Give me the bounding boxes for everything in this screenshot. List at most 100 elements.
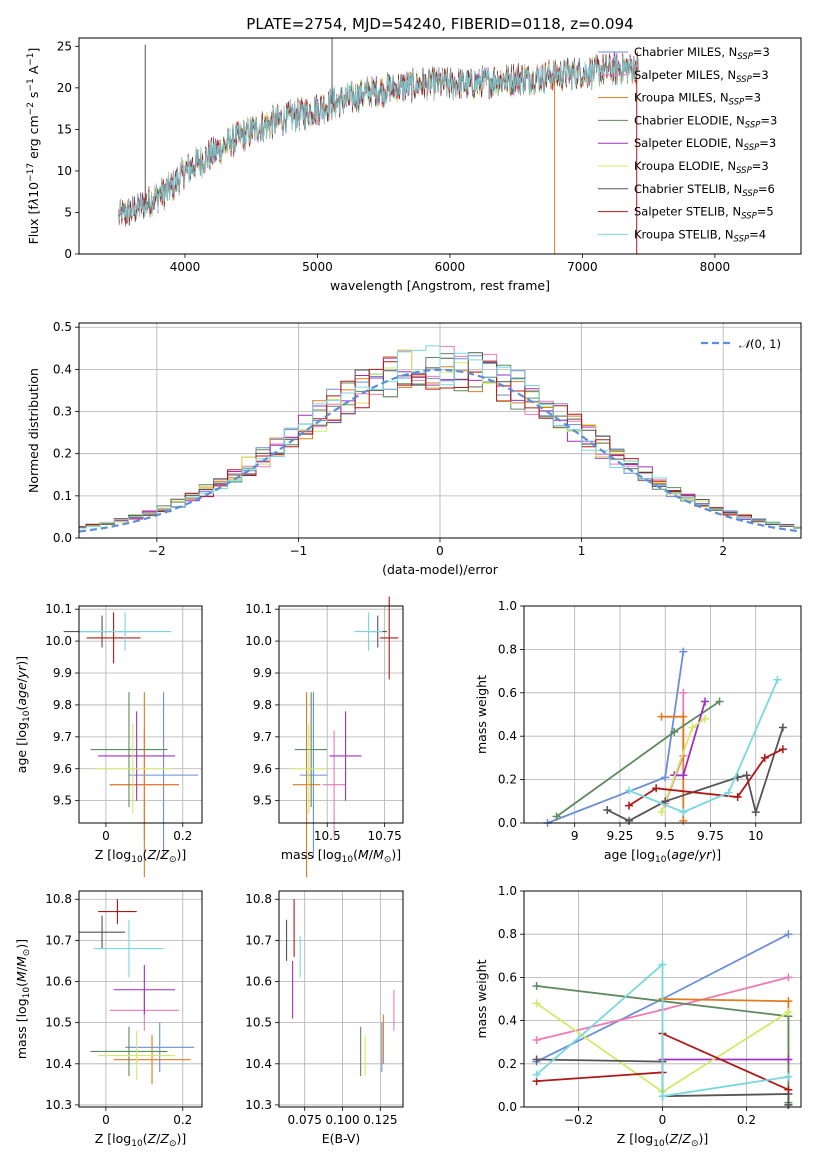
- errorbar-kroupa-elodie: [98, 1030, 176, 1081]
- errorbar-chabrier-miles: [125, 1022, 195, 1073]
- x-tick-label: 0: [436, 544, 444, 558]
- data-point: [679, 816, 688, 825]
- y-axis-label: mass weight: [474, 959, 489, 1038]
- y-tick-label: 9.6: [253, 762, 272, 776]
- errorbar-chabrier-elodie: [90, 1026, 168, 1077]
- y-tick-label: 10.8: [45, 892, 72, 906]
- data-point: [532, 1036, 541, 1045]
- legend-label-kroupa-elodie: Kroupa ELODIE, NSSP=3: [634, 159, 769, 176]
- histogram-kroupa-stelib: [79, 345, 801, 529]
- series-salpeter-stelib: [625, 745, 787, 810]
- y-tick-label: 10: [57, 164, 72, 178]
- y-tick-label: 9.7: [53, 730, 72, 744]
- x-tick-label: 9.25: [607, 829, 634, 843]
- data-point: [773, 675, 782, 684]
- x-tick-label: −1: [290, 544, 308, 558]
- data-point: [657, 808, 666, 817]
- y-tick-label: 9.5: [253, 794, 272, 808]
- y-tick-label: 5: [64, 205, 72, 219]
- data-point: [715, 697, 724, 706]
- errorbar-kroupa-elodie: [94, 724, 172, 814]
- y-axis-label: mass [log10(M/M⊙)]: [14, 939, 32, 1059]
- errorbars: [286, 899, 395, 1077]
- data-point: [670, 727, 679, 736]
- errorbar-chabrier-elodie: [90, 692, 168, 808]
- y-tick-label: 25: [57, 39, 72, 53]
- data-point: [778, 745, 787, 754]
- panel-mass_vs_Z: 0 0.2 10.3 10.4 10.5 10.6 10.7 10.8 Z [log10(Z/Z…: [14, 890, 203, 1149]
- y-tick-label: 10.6: [45, 975, 72, 989]
- data-point: [552, 812, 561, 821]
- data-point: [742, 771, 751, 780]
- y-tick-label: 10.1: [45, 602, 72, 616]
- y-axis-label: Normed distribution: [26, 368, 41, 493]
- data-point: [724, 788, 733, 797]
- x-tick-label: 9.75: [697, 829, 724, 843]
- data-point: [778, 723, 787, 732]
- legend-label-chabrier-elodie: Chabrier ELODIE, NSSP=3: [634, 113, 777, 130]
- panel-mass_vs_ebv: 0.075 0.100 0.125 10.3 10.4 10.5 10.6 10.7 10.8 E…: [245, 890, 404, 1146]
- series-line: [547, 651, 685, 824]
- x-tick-label: 7000: [567, 260, 598, 274]
- x-axis-label: Z [log10(Z/Z⊙)]: [95, 1131, 187, 1149]
- axes-frame: [523, 605, 802, 824]
- y-tick-label: 10.0: [245, 634, 272, 648]
- y-tick-label: 10.8: [245, 892, 272, 906]
- y-tick-label: 10.0: [45, 634, 72, 648]
- data-point: [784, 973, 793, 982]
- x-tick-label: 1: [578, 544, 586, 558]
- series-kroupa-stelib: [625, 675, 782, 817]
- data-point: [784, 1007, 793, 1016]
- series-chabrier-elodie: [552, 697, 724, 821]
- data-point: [658, 1092, 667, 1101]
- y-tick-label: 20: [57, 81, 72, 95]
- data-point: [751, 808, 760, 817]
- figure-title: PLATE=2754, MJD=54240, FIBERID=0118, z=0…: [246, 15, 633, 33]
- axes-frame: [523, 890, 802, 1108]
- series-kroupa-stelib: [532, 960, 793, 1101]
- data-point: [532, 982, 541, 991]
- weight-lines: [543, 647, 787, 827]
- y-tick-label: 0.6: [498, 686, 517, 700]
- errorbar-salpeter-elodie: [329, 711, 362, 801]
- y-tick-label: 0.3: [53, 405, 72, 419]
- y-tick-label: 10.4: [245, 1057, 272, 1071]
- y-tick-label: 0.0: [498, 1100, 517, 1114]
- data-point: [679, 808, 688, 817]
- x-tick-label: 0.075: [288, 1113, 322, 1127]
- series-line: [628, 679, 779, 814]
- errorbar-kroupa-stelib: [354, 612, 383, 651]
- data-point: [733, 792, 742, 801]
- y-tick-label: 9.6: [53, 762, 72, 776]
- errorbars: [290, 596, 399, 878]
- series-line: [536, 962, 789, 1098]
- x-tick-label: 10: [748, 829, 763, 843]
- y-tick-label: 0.1: [53, 489, 72, 503]
- panel-residuals: −2 −1 0 1 2 0.0 0.1 0.2 0.3 0.4 0.5 (data-model)/er…: [26, 320, 802, 577]
- y-tick-label: 10.5: [245, 1016, 272, 1030]
- x-axis-label: mass [log10(M/M⊙)]: [281, 847, 401, 865]
- panel-age_vs_mass: 10.5 10.75 9.5 9.6 9.7 9.8 9.9 10.0 10.1 mass [lo…: [245, 596, 404, 878]
- series-chabrier-stelib: [603, 723, 787, 825]
- x-axis-label: (data-model)/error: [382, 562, 499, 577]
- errorbar-chabrier-stelib: [79, 915, 126, 949]
- errorbar-kroupa-miles: [109, 692, 179, 878]
- data-point: [661, 773, 670, 782]
- x-axis-label: Z [log10(Z/Z⊙)]: [95, 847, 187, 865]
- y-tick-label: 1.0: [498, 884, 517, 898]
- x-tick-label: 0: [659, 1113, 667, 1127]
- normal-curve: [79, 368, 801, 533]
- data-point: [658, 960, 667, 969]
- x-tick-label: 9.5: [656, 829, 675, 843]
- x-axis-label: Z [log10(Z/Z⊙)]: [617, 1131, 709, 1149]
- errorbar-kroupa-miles: [292, 692, 321, 878]
- data-point: [784, 1100, 793, 1109]
- errorbar-salpeter-stelib: [380, 596, 399, 680]
- x-tick-label: 10.75: [367, 829, 401, 843]
- axes-frame: [78, 37, 802, 255]
- legend-label-salpeter-miles: Salpeter MILES, NSSP=3: [634, 68, 769, 85]
- errorbar-salpeter-miles: [322, 730, 346, 839]
- x-tick-label: 9: [571, 829, 579, 843]
- data-point: [679, 771, 688, 780]
- errorbars: [63, 612, 199, 878]
